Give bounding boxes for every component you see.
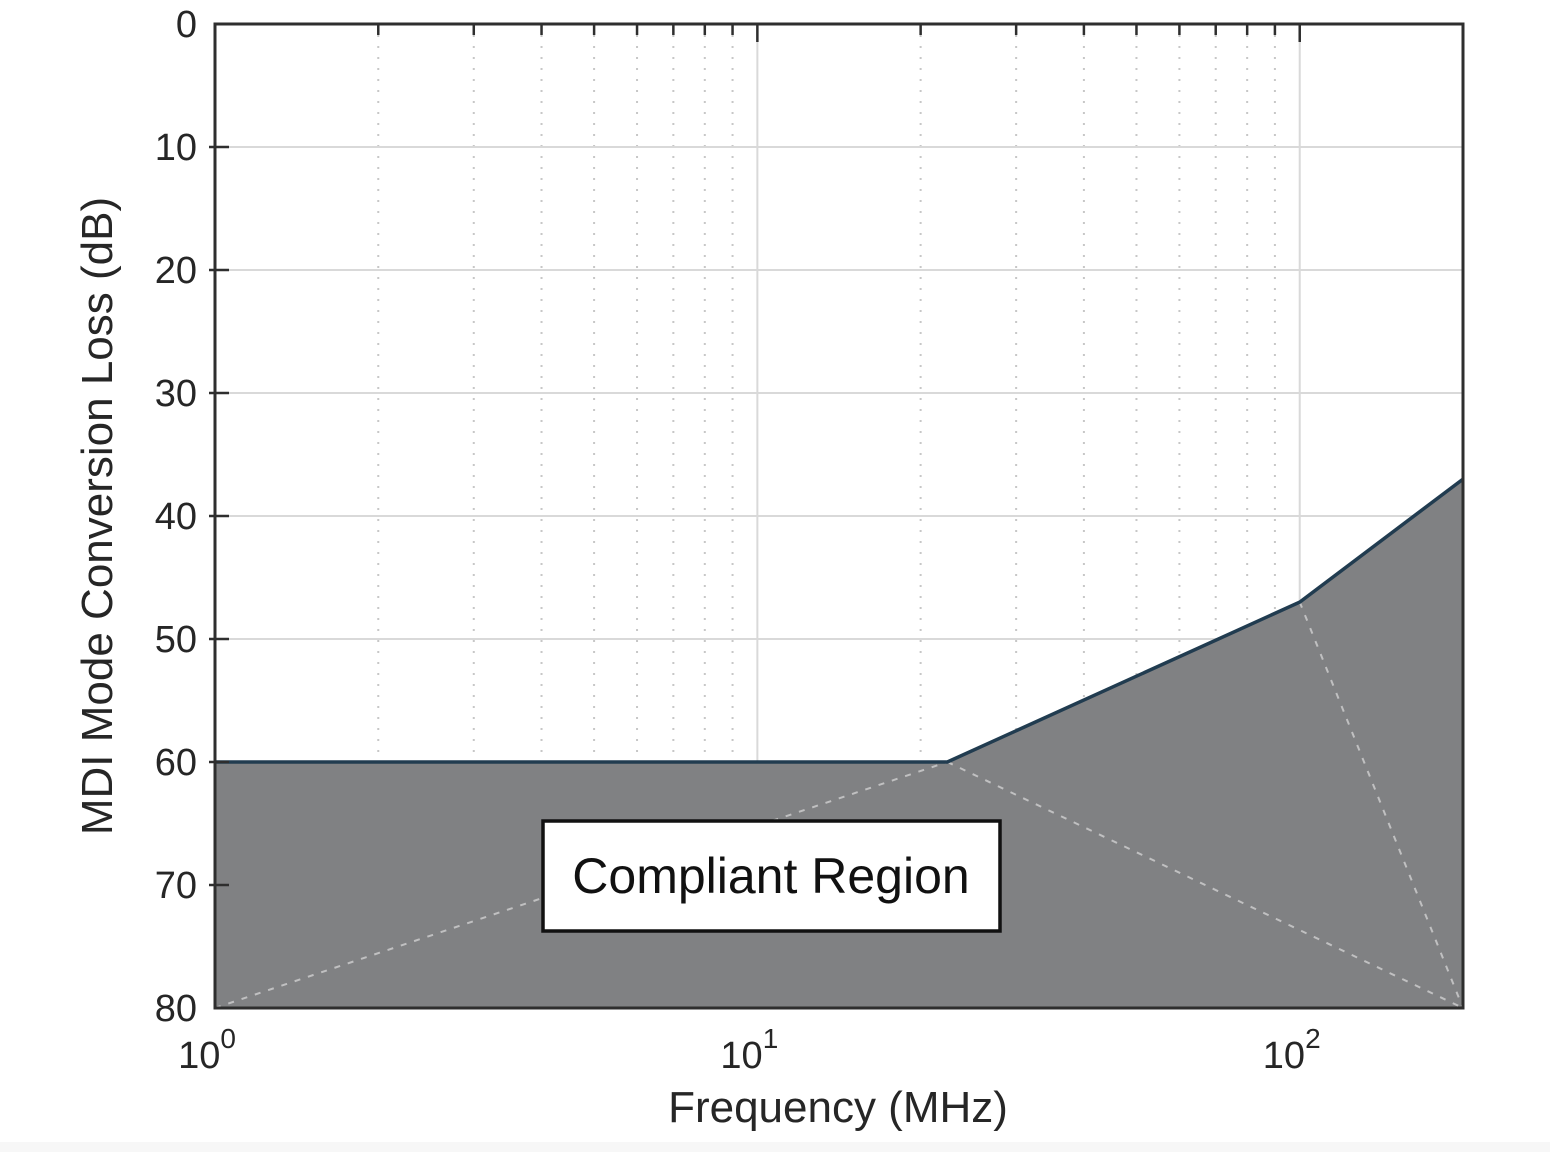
y-tick-label: 60 bbox=[155, 742, 197, 784]
x-tick-label: 100 bbox=[178, 1023, 236, 1077]
annotation-box: Compliant Region bbox=[541, 819, 1002, 933]
compliant-region-fill bbox=[214, 479, 1464, 1009]
y-tick-label: 70 bbox=[155, 865, 197, 907]
y-tick-label: 0 bbox=[176, 4, 197, 46]
x-tick-label: 101 bbox=[720, 1023, 778, 1077]
y-tick-label: 50 bbox=[155, 619, 197, 661]
annotation-label: Compliant Region bbox=[572, 848, 969, 904]
y-tick-label: 30 bbox=[155, 373, 197, 415]
limit-line bbox=[215, 477, 1465, 764]
y-tick-label: 80 bbox=[155, 988, 197, 1030]
annotation-rect bbox=[541, 819, 1002, 933]
y-tick-label: 20 bbox=[155, 250, 197, 292]
y-tick-label: 10 bbox=[155, 127, 197, 169]
x-axis-label: Frequency (MHz) bbox=[668, 1083, 1008, 1132]
y-axis-label: MDI Mode Conversion Loss (dB) bbox=[73, 197, 122, 835]
x-tick-label: 102 bbox=[1263, 1023, 1321, 1077]
axis-ticks bbox=[209, 24, 1301, 887]
y-tick-label: 40 bbox=[155, 496, 197, 538]
screenshot-bottom-strip bbox=[0, 1142, 1550, 1152]
